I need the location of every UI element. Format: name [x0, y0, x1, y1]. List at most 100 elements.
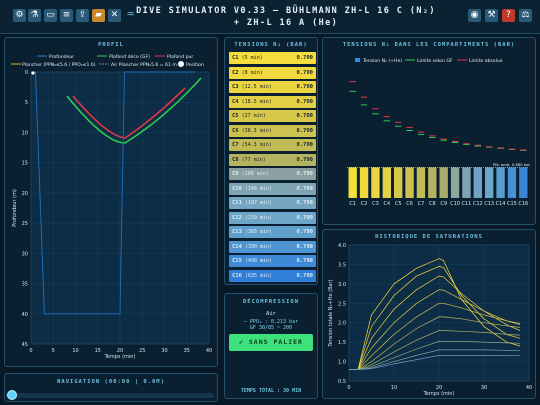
- tissue-row-c12: C12 (239 min) 0.790: [229, 211, 316, 224]
- deco-gf: GF 30/85 ~ 200: [249, 325, 293, 331]
- tissue-row-c5: C5 (27 min) 0.790: [229, 110, 316, 122]
- tissue-id: C5: [232, 113, 239, 119]
- saturation-line: [349, 341, 521, 371]
- saturation-line: [349, 349, 521, 371]
- tissue-row-c6: C6 (38.3 min) 0.790: [229, 124, 316, 137]
- tissue-row-c11: C11 (187 min) 0.790: [229, 197, 316, 209]
- profile-x-tick: 30: [161, 348, 167, 354]
- saturation-x-tick: 30: [481, 385, 487, 391]
- tissue-value: 0.790: [296, 98, 313, 105]
- profile-x-ticks: 0 5 10 15 20 25 30 35 40: [29, 348, 212, 354]
- legend-air-floor: Air Plancher PPN₂5.6 = 61 m: [111, 62, 177, 68]
- tissue-row-c13: C13 (305 min) 0.790: [229, 226, 316, 238]
- deco-title: DÉCOMPRESSION: [242, 299, 300, 305]
- saturation-line: [349, 302, 521, 371]
- compartment-label: C9: [440, 201, 447, 207]
- compartment-label: C6: [406, 201, 413, 207]
- tissue-id: C16: [232, 272, 242, 279]
- tissue-halftime: (239 min): [244, 214, 273, 221]
- compartment-label: C13: [484, 201, 494, 207]
- tissue-id: C1: [232, 55, 239, 61]
- profile-x-tick: 25: [139, 348, 145, 354]
- deco-ppo2: — PPO₂ : 0.213 bar: [243, 319, 299, 325]
- settings-icon[interactable]: ⚙: [13, 9, 26, 22]
- gamepad-icon[interactable]: ◉: [468, 9, 481, 22]
- wrench-icon[interactable]: ⚒: [485, 9, 498, 22]
- tension-bar: [359, 167, 369, 198]
- tissue-halftime: (77 min): [241, 156, 266, 163]
- app-title: DIVE SIMULATOR V0.33 — BÜHLMANN ZH-L 16 …: [136, 6, 436, 28]
- saturation-line: [349, 289, 521, 371]
- tissue-value: 0.790: [296, 200, 313, 206]
- notes-icon[interactable]: ≡: [60, 9, 73, 22]
- tissue-value: 0.790: [296, 84, 313, 90]
- microscope-icon[interactable]: ⚗: [28, 9, 41, 22]
- saturation-lines: [349, 258, 521, 371]
- compartment-label: C4: [383, 201, 390, 207]
- saturation-ylabel: Tension totale N₂+He (Bar): [328, 279, 334, 347]
- saturation-y-tick: 0.5: [338, 379, 346, 385]
- saturation-chart: 0.5 1.0 1.5 2.0 2.5 3.0 3.5 4.0 0 10 20 30 40 Temps …: [328, 243, 532, 397]
- profile-y-tick: 5: [25, 100, 28, 106]
- folder-icon[interactable]: ▰: [92, 9, 105, 22]
- tissue-id: C11: [232, 200, 242, 206]
- tissues-panel: TENSIONS N₂ (BAR) C1 (5 min) 0.790 C2 (8 m…: [224, 37, 318, 285]
- tissue-halftime: (109 min): [241, 171, 269, 177]
- saturation-x-tick: 10: [391, 385, 397, 391]
- tension-bar: [473, 167, 482, 198]
- timeline-slider[interactable]: [6, 393, 214, 398]
- tissue-halftime: (635 min): [244, 272, 273, 279]
- tissue-value: 0.790: [296, 113, 313, 119]
- tissue-id: C7: [232, 142, 239, 148]
- profile-y-tick: 45: [22, 342, 28, 348]
- profile-y-tick: 15: [22, 161, 28, 167]
- diver-icon: ♒: [126, 10, 135, 20]
- mute-icon[interactable]: ✕: [108, 9, 121, 22]
- saturation-xlabel: Temps (min): [423, 391, 455, 397]
- ambient-annotation: PN₂ amb. 0.680 bar: [493, 162, 531, 167]
- tissue-halftime: (12.5 min): [241, 84, 272, 90]
- tension-bar: [428, 167, 437, 198]
- profile-chart: Profondeur Plafond déco (GF) Plafond pur…: [11, 53, 212, 360]
- timeline-slider-handle[interactable]: [7, 390, 17, 400]
- tissue-value: 0.790: [296, 272, 313, 279]
- tissue-id: C12: [232, 214, 242, 221]
- compartment-label: C8: [429, 201, 436, 207]
- tissue-row-c2: C2 (8 min) 0.790: [229, 66, 316, 79]
- help-icon[interactable]: ?: [502, 9, 515, 22]
- compartment-label: C14: [496, 201, 506, 207]
- tissue-halftime: (27 min): [241, 113, 266, 119]
- tension-bar: [450, 167, 460, 198]
- balance-icon[interactable]: ⚖: [519, 9, 532, 22]
- tension-bar: [507, 167, 517, 198]
- tissue-value: 0.790: [296, 69, 313, 76]
- check-icon: ✔: [239, 338, 249, 346]
- profile-y-tick: 25: [22, 221, 28, 227]
- compartments-panel: TENSIONS N₂ DANS LES COMPARTIMENTS (BAR)…: [322, 37, 536, 225]
- tissue-halftime: (498 min): [244, 258, 273, 264]
- saturation-y-tick: 3.5: [338, 262, 346, 268]
- profile-x-tick: 40: [206, 348, 212, 354]
- tissue-halftime: (5 min): [241, 55, 263, 61]
- tension-bar: [462, 167, 471, 198]
- tissue-value: 0.790: [296, 127, 313, 134]
- dive-card-icon[interactable]: ▭: [44, 9, 57, 22]
- profile-y-tick: 20: [22, 191, 28, 197]
- compartment-label: C10: [450, 201, 460, 207]
- depth-profile-line: [31, 71, 196, 315]
- export-icon[interactable]: ⇪: [76, 9, 89, 22]
- saturation-line: [349, 275, 521, 371]
- no-stop-button[interactable]: ✔ SANS PALIER: [229, 334, 313, 351]
- profile-panel: PROFIL Profondeur Plafond déco (GF) Plaf…: [4, 37, 218, 367]
- compartment-label: C11: [462, 201, 472, 207]
- tension-bar: [348, 167, 357, 198]
- saturation-y-tick: 2.5: [338, 301, 346, 307]
- tension-bar: [496, 167, 505, 198]
- tissue-id: C10: [232, 185, 242, 192]
- legend-position: Position: [186, 62, 204, 68]
- tissue-id: C9: [232, 171, 239, 177]
- tissue-halftime: (390 min): [244, 243, 273, 250]
- top-bar: ⚙ ⚗ ▭ ≡ ⇪ ▰ ✕ ♒ DIVE SIMULATOR V0.33 — B…: [0, 0, 540, 34]
- tissue-halftime: (8 min): [241, 69, 263, 76]
- tension-bar: [394, 167, 403, 198]
